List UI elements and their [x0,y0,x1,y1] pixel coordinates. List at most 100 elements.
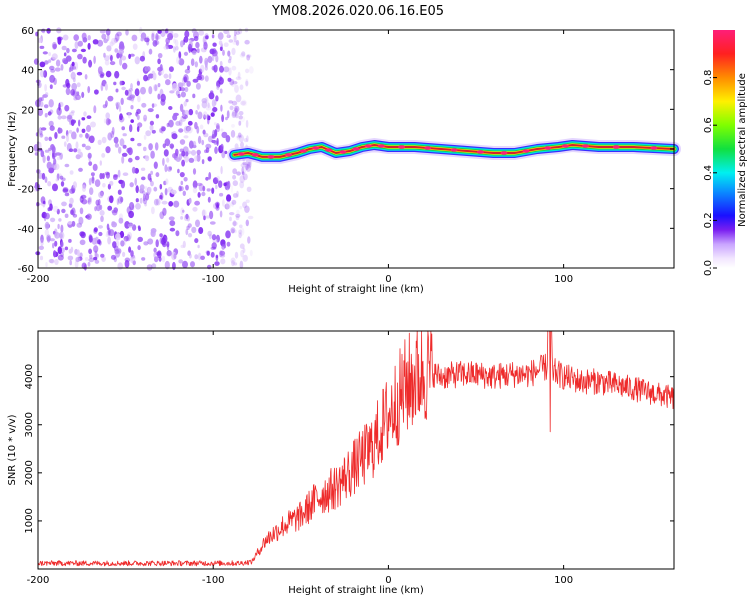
noise-blob [233,34,237,43]
noise-blob [72,77,76,83]
noise-blob [117,262,123,270]
noise-blob [44,176,48,183]
noise-blob [93,227,98,233]
noise-blob [187,120,193,126]
ridge-hotspot [377,144,385,148]
noise-blob [186,225,190,230]
noise-blob [168,73,172,80]
noise-blob [211,187,215,194]
noise-blob [81,143,86,148]
noise-blob [239,115,245,123]
noise-blob [229,212,235,216]
noise-blob [179,139,186,145]
noise-blob [87,86,91,94]
noise-blob [220,104,223,112]
noise-blob [145,193,150,201]
noise-blob [230,184,234,193]
noise-blob [115,249,121,258]
noise-blob [82,56,87,64]
noise-blob [177,82,184,88]
noise-blob [94,179,101,188]
noise-blob [97,139,102,145]
noise-blob [182,190,186,196]
noise-blob [107,132,113,141]
noise-blob [88,135,95,144]
noise-blob [71,131,77,140]
spectrogram-y-axis-label: Frequency (Hz) [7,111,18,187]
noise-blob [70,209,74,215]
noise-blob [157,58,161,65]
noise-blob [120,97,124,105]
noise-blob [115,88,119,93]
x-tick-label: 100 [554,575,573,586]
noise-blob [75,256,81,263]
noise-blob [197,192,201,198]
noise-blob [53,250,57,258]
noise-blob [200,255,206,260]
noise-blob [66,115,73,123]
noise-blob [225,116,228,121]
noise-blob [205,147,210,154]
noise-blob [215,95,219,102]
noise-blob [206,114,210,121]
noise-blob [219,192,224,197]
noise-blob [64,213,69,218]
noise-blob [242,161,247,166]
noise-blob [95,199,100,206]
noise-blob [38,245,45,250]
noise-blob [215,205,220,211]
noise-blob [192,180,198,189]
noise-blob [211,99,216,108]
colorbar-tick-label: 0.2 [703,212,714,228]
noise-blob [201,100,208,109]
noise-blob [173,38,177,44]
noise-blob [217,32,224,40]
noise-blob [57,36,62,45]
noise-blob [191,28,197,34]
noise-blob [137,142,142,147]
noise-blob [183,76,188,83]
noise-blob [235,213,241,218]
y-tick-label: 60 [21,26,34,37]
noise-blob [190,58,195,66]
y-tick-label: -20 [18,185,34,196]
noise-blob [239,224,243,229]
noise-blob [79,133,83,138]
noise-blob [88,235,93,243]
noise-blob [232,193,239,198]
noise-blob [246,54,252,58]
noise-blob [61,208,66,214]
ridge-hotspot [267,155,275,159]
noise-blob [118,115,125,123]
noise-blob [151,129,156,134]
noise-blob [109,180,114,186]
noise-blob [194,254,199,260]
noise-blob [164,164,168,173]
noise-blob [66,134,69,143]
noise-blob [221,244,226,250]
noise-blob [130,119,134,123]
noise-blob [132,260,136,266]
noise-blob [180,207,184,216]
noise-blob [175,157,181,163]
noise-blob [101,136,107,144]
noise-blob [161,200,168,205]
noise-blob [54,67,61,72]
y-tick-label: 0 [28,145,34,156]
noise-blob [238,111,244,116]
noise-blob [93,256,98,261]
noise-blob [163,73,169,79]
noise-blob [239,260,244,269]
noise-blob [118,49,124,55]
noise-blob [150,150,155,159]
noise-blob [239,227,245,236]
noise-blob [122,133,127,137]
noise-blob [240,249,245,258]
noise-blob [206,250,210,256]
noise-blob [66,82,71,89]
noise-blob [173,253,177,260]
noise-blob [111,126,115,135]
noise-blob [71,66,77,70]
colorbar-tick-label: 0.4 [703,165,714,181]
noise-blob [61,135,66,139]
